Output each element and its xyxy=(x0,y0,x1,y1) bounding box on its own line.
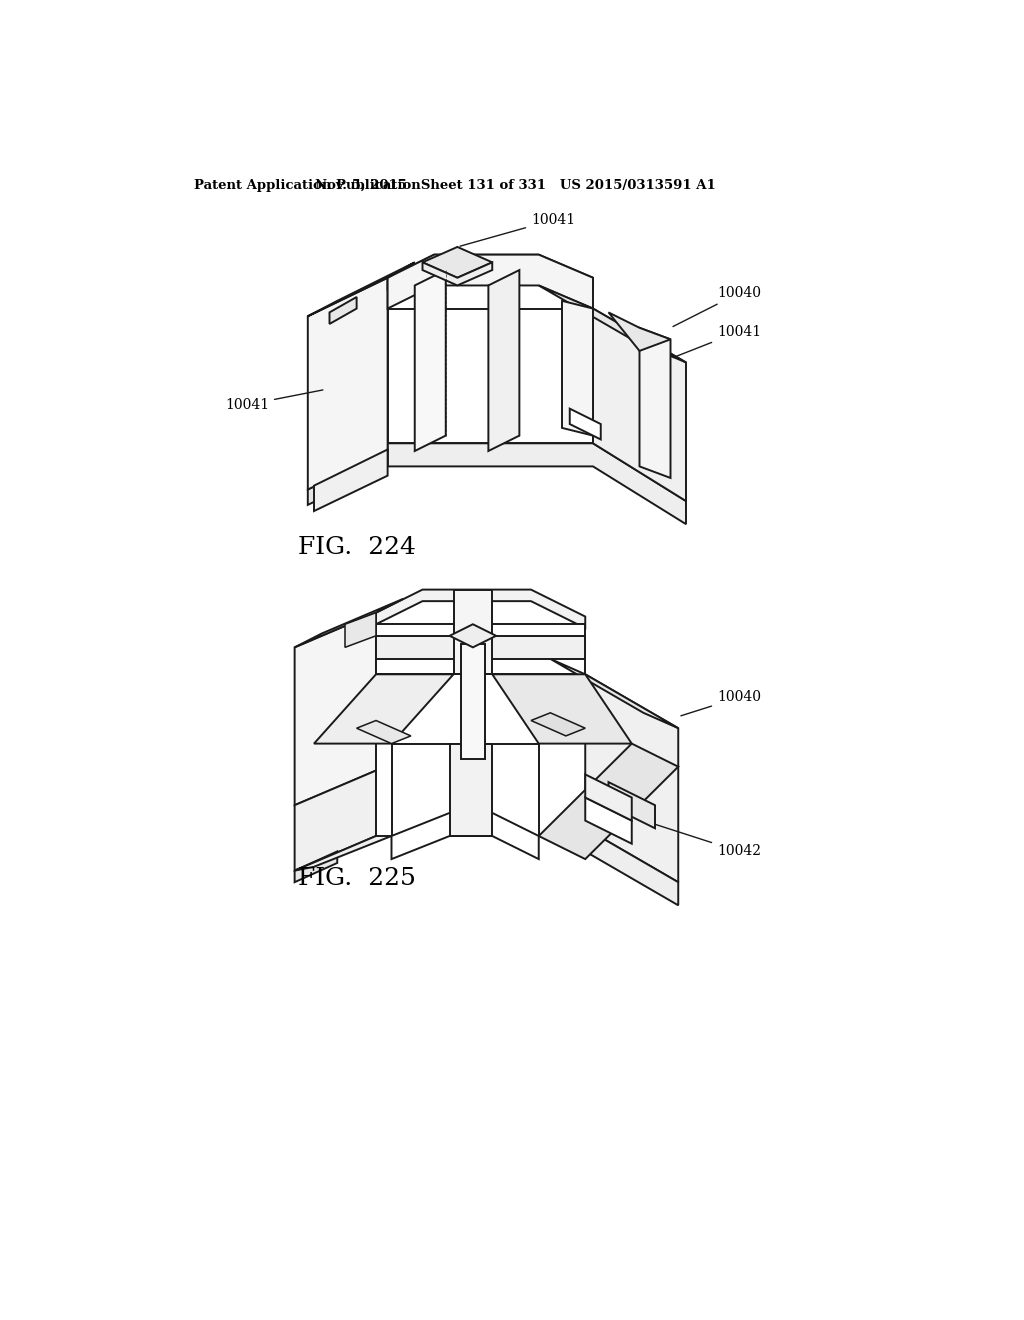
Polygon shape xyxy=(593,309,686,502)
Polygon shape xyxy=(550,659,678,729)
Polygon shape xyxy=(450,743,493,836)
Polygon shape xyxy=(569,409,601,440)
Polygon shape xyxy=(586,797,632,843)
Polygon shape xyxy=(308,277,388,490)
Polygon shape xyxy=(356,721,411,743)
Text: Patent Application Publication: Patent Application Publication xyxy=(194,178,421,191)
Polygon shape xyxy=(295,599,403,647)
Polygon shape xyxy=(376,590,586,628)
Polygon shape xyxy=(531,713,586,737)
Polygon shape xyxy=(295,771,376,871)
Polygon shape xyxy=(415,271,445,451)
Polygon shape xyxy=(330,297,356,323)
Text: 10040: 10040 xyxy=(673,286,761,326)
Text: 10041: 10041 xyxy=(225,389,323,412)
Text: FIG.  225: FIG. 225 xyxy=(299,867,417,890)
Polygon shape xyxy=(423,247,493,277)
Polygon shape xyxy=(295,851,337,882)
Polygon shape xyxy=(608,781,655,829)
Polygon shape xyxy=(388,444,686,524)
Polygon shape xyxy=(388,255,593,289)
Text: FIG.  224: FIG. 224 xyxy=(299,536,417,558)
Polygon shape xyxy=(388,255,593,309)
Polygon shape xyxy=(608,313,671,351)
Polygon shape xyxy=(493,675,632,743)
Polygon shape xyxy=(314,675,454,743)
Polygon shape xyxy=(295,836,391,871)
Text: 10041: 10041 xyxy=(673,325,761,358)
Polygon shape xyxy=(539,285,686,363)
Polygon shape xyxy=(308,263,415,317)
Polygon shape xyxy=(308,451,388,506)
Polygon shape xyxy=(461,644,484,759)
Polygon shape xyxy=(488,271,519,451)
Polygon shape xyxy=(376,624,586,675)
Polygon shape xyxy=(345,612,376,647)
Polygon shape xyxy=(640,327,671,478)
Text: Nov. 5, 2015   Sheet 131 of 331   US 2015/0313591 A1: Nov. 5, 2015 Sheet 131 of 331 US 2015/03… xyxy=(315,178,716,191)
Polygon shape xyxy=(586,829,678,906)
Polygon shape xyxy=(562,301,593,436)
Polygon shape xyxy=(450,624,496,647)
Polygon shape xyxy=(539,743,678,859)
Polygon shape xyxy=(295,612,376,805)
Polygon shape xyxy=(423,263,493,285)
Polygon shape xyxy=(454,590,493,675)
Polygon shape xyxy=(586,775,632,821)
Polygon shape xyxy=(586,675,678,882)
Polygon shape xyxy=(391,743,539,836)
Polygon shape xyxy=(391,813,539,859)
Text: 10042: 10042 xyxy=(635,817,761,858)
Text: 10041: 10041 xyxy=(460,213,575,247)
Text: 10040: 10040 xyxy=(681,690,761,715)
Polygon shape xyxy=(314,449,388,511)
Polygon shape xyxy=(388,309,593,444)
Polygon shape xyxy=(376,636,586,659)
